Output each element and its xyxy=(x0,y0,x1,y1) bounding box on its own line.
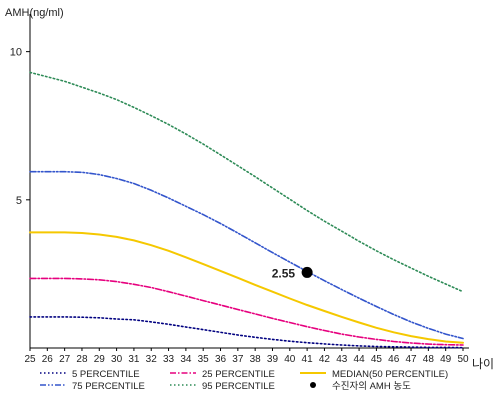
x-axis-label: 나이 xyxy=(472,357,494,371)
series-line xyxy=(29,316,464,349)
x-tick-label: 33 xyxy=(163,354,175,365)
series-line xyxy=(29,277,464,346)
x-tick-label: 47 xyxy=(405,354,417,365)
series-line xyxy=(29,71,464,293)
x-tick-label: 48 xyxy=(423,354,435,365)
x-tick-label: 40 xyxy=(284,354,296,365)
x-tick-label: 29 xyxy=(94,354,106,365)
x-tick-label: 39 xyxy=(267,354,279,365)
legend-label: 5 PERCENTILE xyxy=(72,369,140,380)
x-tick-label: 32 xyxy=(146,354,158,365)
y-axis: 5 10 xyxy=(10,14,31,348)
y-axis-label: AMH(ng/ml) xyxy=(5,7,64,19)
x-tick-label: 38 xyxy=(250,354,262,365)
series-line xyxy=(29,231,464,344)
x-tick-label: 43 xyxy=(336,354,348,365)
x-tick-label: 36 xyxy=(215,354,227,365)
legend-marker-label: 수진자의 AMH 농도 xyxy=(332,381,411,392)
x-tick-label: 34 xyxy=(180,354,192,365)
series-line xyxy=(29,170,464,340)
marker-layer: 2.55 xyxy=(272,266,313,280)
x-tick-label: 35 xyxy=(198,354,210,365)
x-tick-label: 25 xyxy=(24,354,36,365)
x-tick-label: 37 xyxy=(232,354,244,365)
legend-label: 75 PERCENTILE xyxy=(72,381,145,392)
series-layer xyxy=(29,71,464,349)
x-tick-label: 31 xyxy=(128,354,140,365)
patient-amh-point xyxy=(301,266,313,278)
legend-label: MEDIAN(50 PERCENTILE) xyxy=(332,369,448,380)
x-tick-label: 42 xyxy=(319,354,331,365)
legend: 5 PERCENTILE 25 PERCENTILE MEDIAN(50 PERCE… xyxy=(40,369,448,392)
x-tick-label: 28 xyxy=(76,354,88,365)
x-tick-label: 27 xyxy=(59,354,71,365)
x-tick-label: 30 xyxy=(111,354,123,365)
patient-amh-label: 2.55 xyxy=(272,266,296,280)
x-tick-label: 44 xyxy=(354,354,366,365)
x-tick-label: 45 xyxy=(371,354,383,365)
y-tick-label: 10 xyxy=(10,47,22,59)
x-tick-label: 50 xyxy=(457,354,469,365)
legend-marker-swatch xyxy=(310,382,316,388)
y-tick-label: 5 xyxy=(16,195,22,207)
x-tick-label: 49 xyxy=(440,354,452,365)
x-axis: 25 26 27 28 29 30 31 32 33 34 35 36 37 38 39 40 41 42 43 44… xyxy=(24,347,469,365)
x-tick-label: 41 xyxy=(302,354,314,365)
x-tick-label: 46 xyxy=(388,354,400,365)
x-tick-label: 26 xyxy=(42,354,54,365)
legend-label: 95 PERCENTILE xyxy=(202,381,275,392)
legend-label: 25 PERCENTILE xyxy=(202,369,275,380)
